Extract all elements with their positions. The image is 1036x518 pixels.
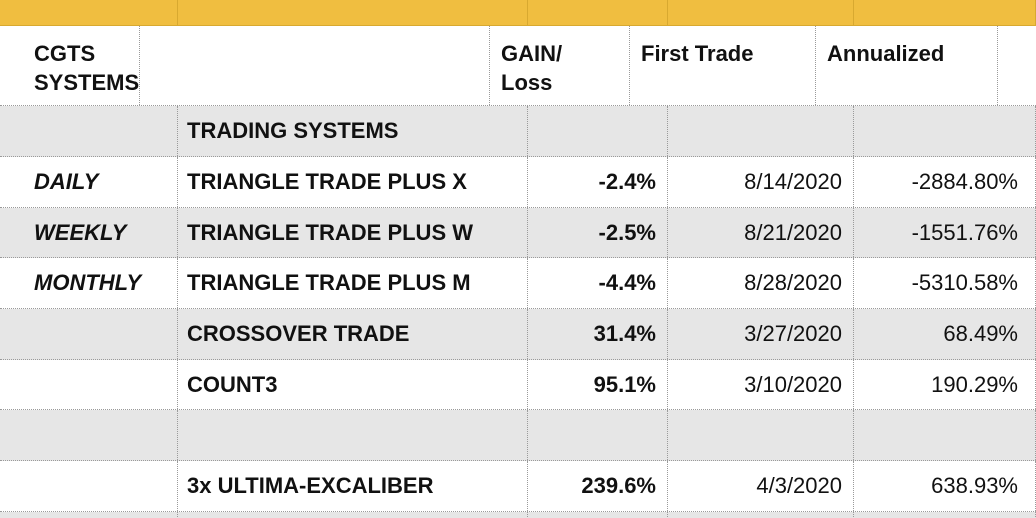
table-cell[interactable] [0,512,178,518]
first-trade-cell[interactable] [668,410,854,460]
header-cell-systems[interactable]: CGTS SYSTEMS [0,26,140,105]
system-cell[interactable]: CROSSOVER TRADE [178,309,528,359]
period-cell[interactable]: DAILY [0,157,178,207]
period-cell[interactable] [0,309,178,359]
first-trade-cell[interactable]: 8/21/2020 [668,208,854,257]
header-cell-gain[interactable]: GAIN/ Loss [490,26,630,105]
system-cell[interactable]: TRIANGLE TRADE PLUS W [178,208,528,257]
gain-cell[interactable]: 95.1% [528,360,668,409]
header-gain-line2: Loss [501,70,553,95]
table-cell[interactable] [528,512,668,518]
header-row: CGTS SYSTEMS GAIN/ Loss First Trade Annu… [0,26,1036,106]
annualized-cell[interactable]: -1551.76% [854,208,1036,257]
table-row: DAILY TRIANGLE TRADE PLUS X -2.4% 8/14/2… [0,157,1036,208]
bar-cell[interactable] [668,0,854,25]
section-label[interactable]: TRADING SYSTEMS [178,106,528,156]
table-cell[interactable] [0,106,178,156]
period-cell[interactable]: WEEKLY [0,208,178,257]
table-row [0,410,1036,461]
table-row [0,512,1036,518]
annualized-cell[interactable]: 68.49% [854,309,1036,359]
system-cell[interactable]: COUNT3 [178,360,528,409]
system-cell[interactable]: TRIANGLE TRADE PLUS M [178,258,528,308]
first-trade-cell[interactable]: 8/28/2020 [668,258,854,308]
gain-cell[interactable]: 31.4% [528,309,668,359]
table-cell[interactable] [854,106,1036,156]
bar-cell[interactable] [0,0,178,25]
system-cell[interactable]: TRIANGLE TRADE PLUS X [178,157,528,207]
annualized-cell[interactable]: -2884.80% [854,157,1036,207]
period-cell[interactable] [0,461,178,511]
gain-cell[interactable]: -2.4% [528,157,668,207]
annualized-cell[interactable]: 638.93% [854,461,1036,511]
period-cell[interactable] [0,410,178,460]
table-cell[interactable] [178,512,528,518]
first-trade-cell[interactable]: 3/27/2020 [668,309,854,359]
table-row: COUNT3 95.1% 3/10/2020 190.29% [0,360,1036,410]
header-label-line1: CGTS [34,41,96,66]
table-cell[interactable] [668,106,854,156]
first-trade-cell[interactable]: 3/10/2020 [668,360,854,409]
header-cell-annualized[interactable]: Annualized [816,26,998,105]
gain-cell[interactable] [528,410,668,460]
system-cell[interactable] [178,410,528,460]
annualized-cell[interactable]: -5310.58% [854,258,1036,308]
first-trade-cell[interactable]: 4/3/2020 [668,461,854,511]
system-cell[interactable]: 3x ULTIMA-EXCALIBER [178,461,528,511]
bar-cell[interactable] [178,0,528,25]
header-label-line2: SYSTEMS [34,70,140,95]
table-row: CROSSOVER TRADE 31.4% 3/27/2020 68.49% [0,309,1036,360]
table-cell[interactable] [668,512,854,518]
gain-cell[interactable]: 239.6% [528,461,668,511]
gain-cell[interactable]: -4.4% [528,258,668,308]
header-cell-name[interactable] [140,26,490,105]
table-cell[interactable] [854,512,1036,518]
table-row: WEEKLY TRIANGLE TRADE PLUS W -2.5% 8/21/… [0,208,1036,258]
gain-cell[interactable]: -2.5% [528,208,668,257]
first-trade-cell[interactable]: 8/14/2020 [668,157,854,207]
period-cell[interactable]: MONTHLY [0,258,178,308]
bar-cell[interactable] [854,0,1036,25]
table-row: MONTHLY TRIANGLE TRADE PLUS M -4.4% 8/28… [0,258,1036,309]
header-color-bar [0,0,1036,26]
annualized-cell[interactable]: 190.29% [854,360,1036,409]
header-cell-first-trade[interactable]: First Trade [630,26,816,105]
section-row: TRADING SYSTEMS [0,106,1036,157]
annualized-cell[interactable] [854,410,1036,460]
table-row: 3x ULTIMA-EXCALIBER 239.6% 4/3/2020 638.… [0,461,1036,512]
bar-cell[interactable] [528,0,668,25]
table-cell[interactable] [528,106,668,156]
header-gain-line1: GAIN/ [501,41,563,66]
period-cell[interactable] [0,360,178,409]
